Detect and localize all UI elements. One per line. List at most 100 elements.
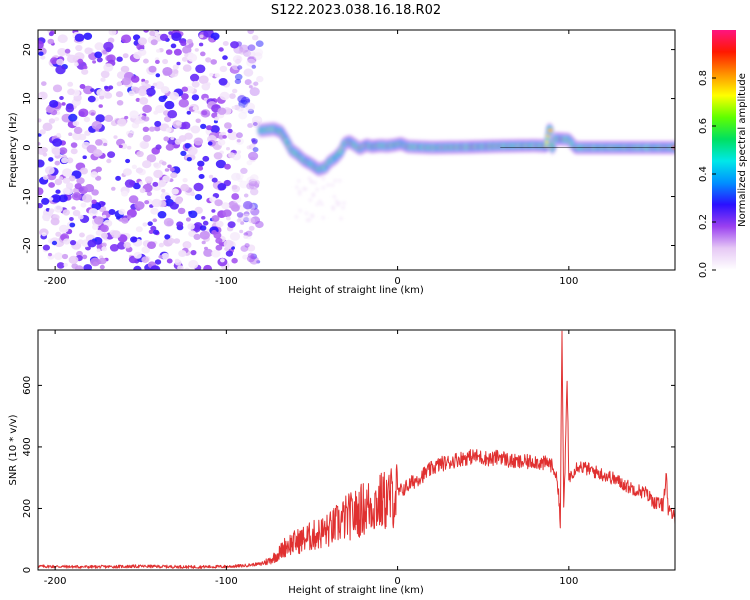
noise-speckle bbox=[150, 225, 157, 231]
noise-speckle bbox=[197, 160, 205, 167]
noise-speckle bbox=[116, 81, 123, 87]
noise-speckle bbox=[90, 257, 101, 267]
noise-speckle bbox=[48, 197, 54, 201]
noise-speckle bbox=[225, 250, 233, 257]
noise-speckle bbox=[250, 174, 259, 182]
y-tick-label: 600 bbox=[22, 376, 33, 395]
noise-speckle bbox=[133, 251, 142, 259]
x-tick-label: -100 bbox=[215, 276, 238, 287]
noise-speckle bbox=[103, 41, 114, 51]
noise-speckle bbox=[51, 240, 58, 246]
noise-speckle bbox=[166, 258, 173, 264]
noise-speckle bbox=[74, 183, 82, 190]
noise-speckle bbox=[118, 208, 126, 215]
noise-speckle bbox=[190, 250, 197, 256]
noise-speckle bbox=[61, 253, 69, 260]
noise-speckle bbox=[214, 116, 220, 121]
noise-speckle bbox=[252, 122, 258, 126]
signal-tail-dot bbox=[326, 183, 330, 187]
noise-speckle bbox=[190, 191, 196, 197]
noise-speckle bbox=[83, 116, 91, 123]
noise-speckle bbox=[236, 218, 242, 223]
noise-speckle bbox=[199, 34, 204, 39]
signal-tail-dot bbox=[307, 218, 311, 222]
signal-tail-dot bbox=[331, 207, 335, 211]
noise-speckle bbox=[187, 146, 198, 156]
noise-speckle bbox=[133, 34, 141, 41]
noise-speckle bbox=[95, 229, 104, 236]
noise-speckle bbox=[163, 136, 170, 142]
signal-tail-dot bbox=[312, 192, 316, 196]
noise-speckle bbox=[100, 77, 106, 82]
noise-speckle bbox=[165, 127, 172, 133]
noise-speckle bbox=[252, 147, 259, 153]
noise-speckle bbox=[135, 226, 143, 233]
noise-speckle bbox=[95, 128, 100, 132]
noise-speckle bbox=[61, 157, 68, 164]
noise-speckle bbox=[173, 48, 182, 56]
noise-speckle bbox=[226, 216, 231, 221]
noise-speckle bbox=[232, 88, 238, 94]
noise-speckle bbox=[228, 152, 235, 159]
noise-speckle bbox=[187, 53, 198, 62]
noise-speckle bbox=[55, 189, 61, 194]
noise-speckle bbox=[243, 193, 249, 198]
noise-speckle bbox=[227, 62, 232, 67]
noise-speckle bbox=[173, 69, 179, 74]
noise-speckle bbox=[144, 80, 149, 84]
y-tick-label: 20 bbox=[22, 43, 33, 56]
colorbar-tick-label: 0.8 bbox=[698, 70, 709, 86]
noise-speckle bbox=[48, 252, 52, 257]
y-tick-label: -20 bbox=[22, 237, 33, 253]
noise-speckle bbox=[192, 106, 198, 111]
noise-speckle bbox=[133, 265, 142, 270]
noise-speckle bbox=[93, 149, 103, 157]
noise-speckle bbox=[38, 40, 44, 50]
noise-speckle bbox=[181, 86, 188, 92]
noise-speckle bbox=[248, 151, 259, 161]
noise-speckle bbox=[142, 160, 152, 169]
noise-speckle bbox=[244, 102, 255, 112]
snr-series-line bbox=[38, 330, 675, 569]
x-tick-label: 0 bbox=[394, 576, 400, 587]
noise-speckle bbox=[137, 37, 147, 46]
noise-speckle bbox=[117, 241, 127, 250]
noise-speckle bbox=[96, 248, 101, 253]
noise-speckle bbox=[118, 144, 123, 149]
noise-speckle bbox=[209, 38, 215, 43]
noise-speckle bbox=[104, 114, 114, 122]
noise-speckle bbox=[76, 177, 85, 185]
noise-speckle bbox=[242, 201, 253, 210]
noise-speckle bbox=[47, 38, 55, 45]
noise-speckle bbox=[170, 136, 175, 140]
noise-speckle bbox=[215, 237, 223, 244]
noise-speckle bbox=[48, 157, 54, 162]
noise-speckle bbox=[62, 168, 73, 177]
noise-speckle bbox=[180, 251, 186, 256]
noise-speckle bbox=[117, 118, 127, 127]
noise-speckle bbox=[193, 233, 201, 240]
noise-speckle bbox=[256, 75, 264, 83]
noise-speckle bbox=[151, 198, 162, 208]
noise-speckle bbox=[191, 94, 200, 101]
noise-speckle bbox=[221, 202, 230, 210]
noise-speckle bbox=[190, 125, 201, 134]
x-tick-label: 0 bbox=[394, 276, 400, 287]
snr-y-ticks: 0 200 400 600 bbox=[22, 376, 675, 573]
noise-speckle bbox=[121, 217, 129, 224]
noise-speckle bbox=[234, 73, 243, 81]
signal-tail-dot bbox=[333, 179, 337, 183]
noise-speckle bbox=[45, 105, 55, 113]
noise-speckle bbox=[150, 207, 159, 215]
noise-speckle bbox=[41, 197, 50, 205]
noise-speckle bbox=[122, 168, 132, 176]
heatmap-x-ticks: -200 -100 0 100 bbox=[44, 30, 578, 287]
noise-speckle bbox=[222, 41, 229, 46]
noise-speckle bbox=[171, 188, 179, 195]
noise-speckle bbox=[217, 107, 227, 115]
noise-speckle bbox=[148, 126, 156, 132]
noise-speckle bbox=[155, 73, 161, 78]
noise-speckle bbox=[164, 100, 175, 110]
noise-speckle bbox=[211, 177, 218, 183]
y-tick-label: 400 bbox=[22, 437, 33, 456]
